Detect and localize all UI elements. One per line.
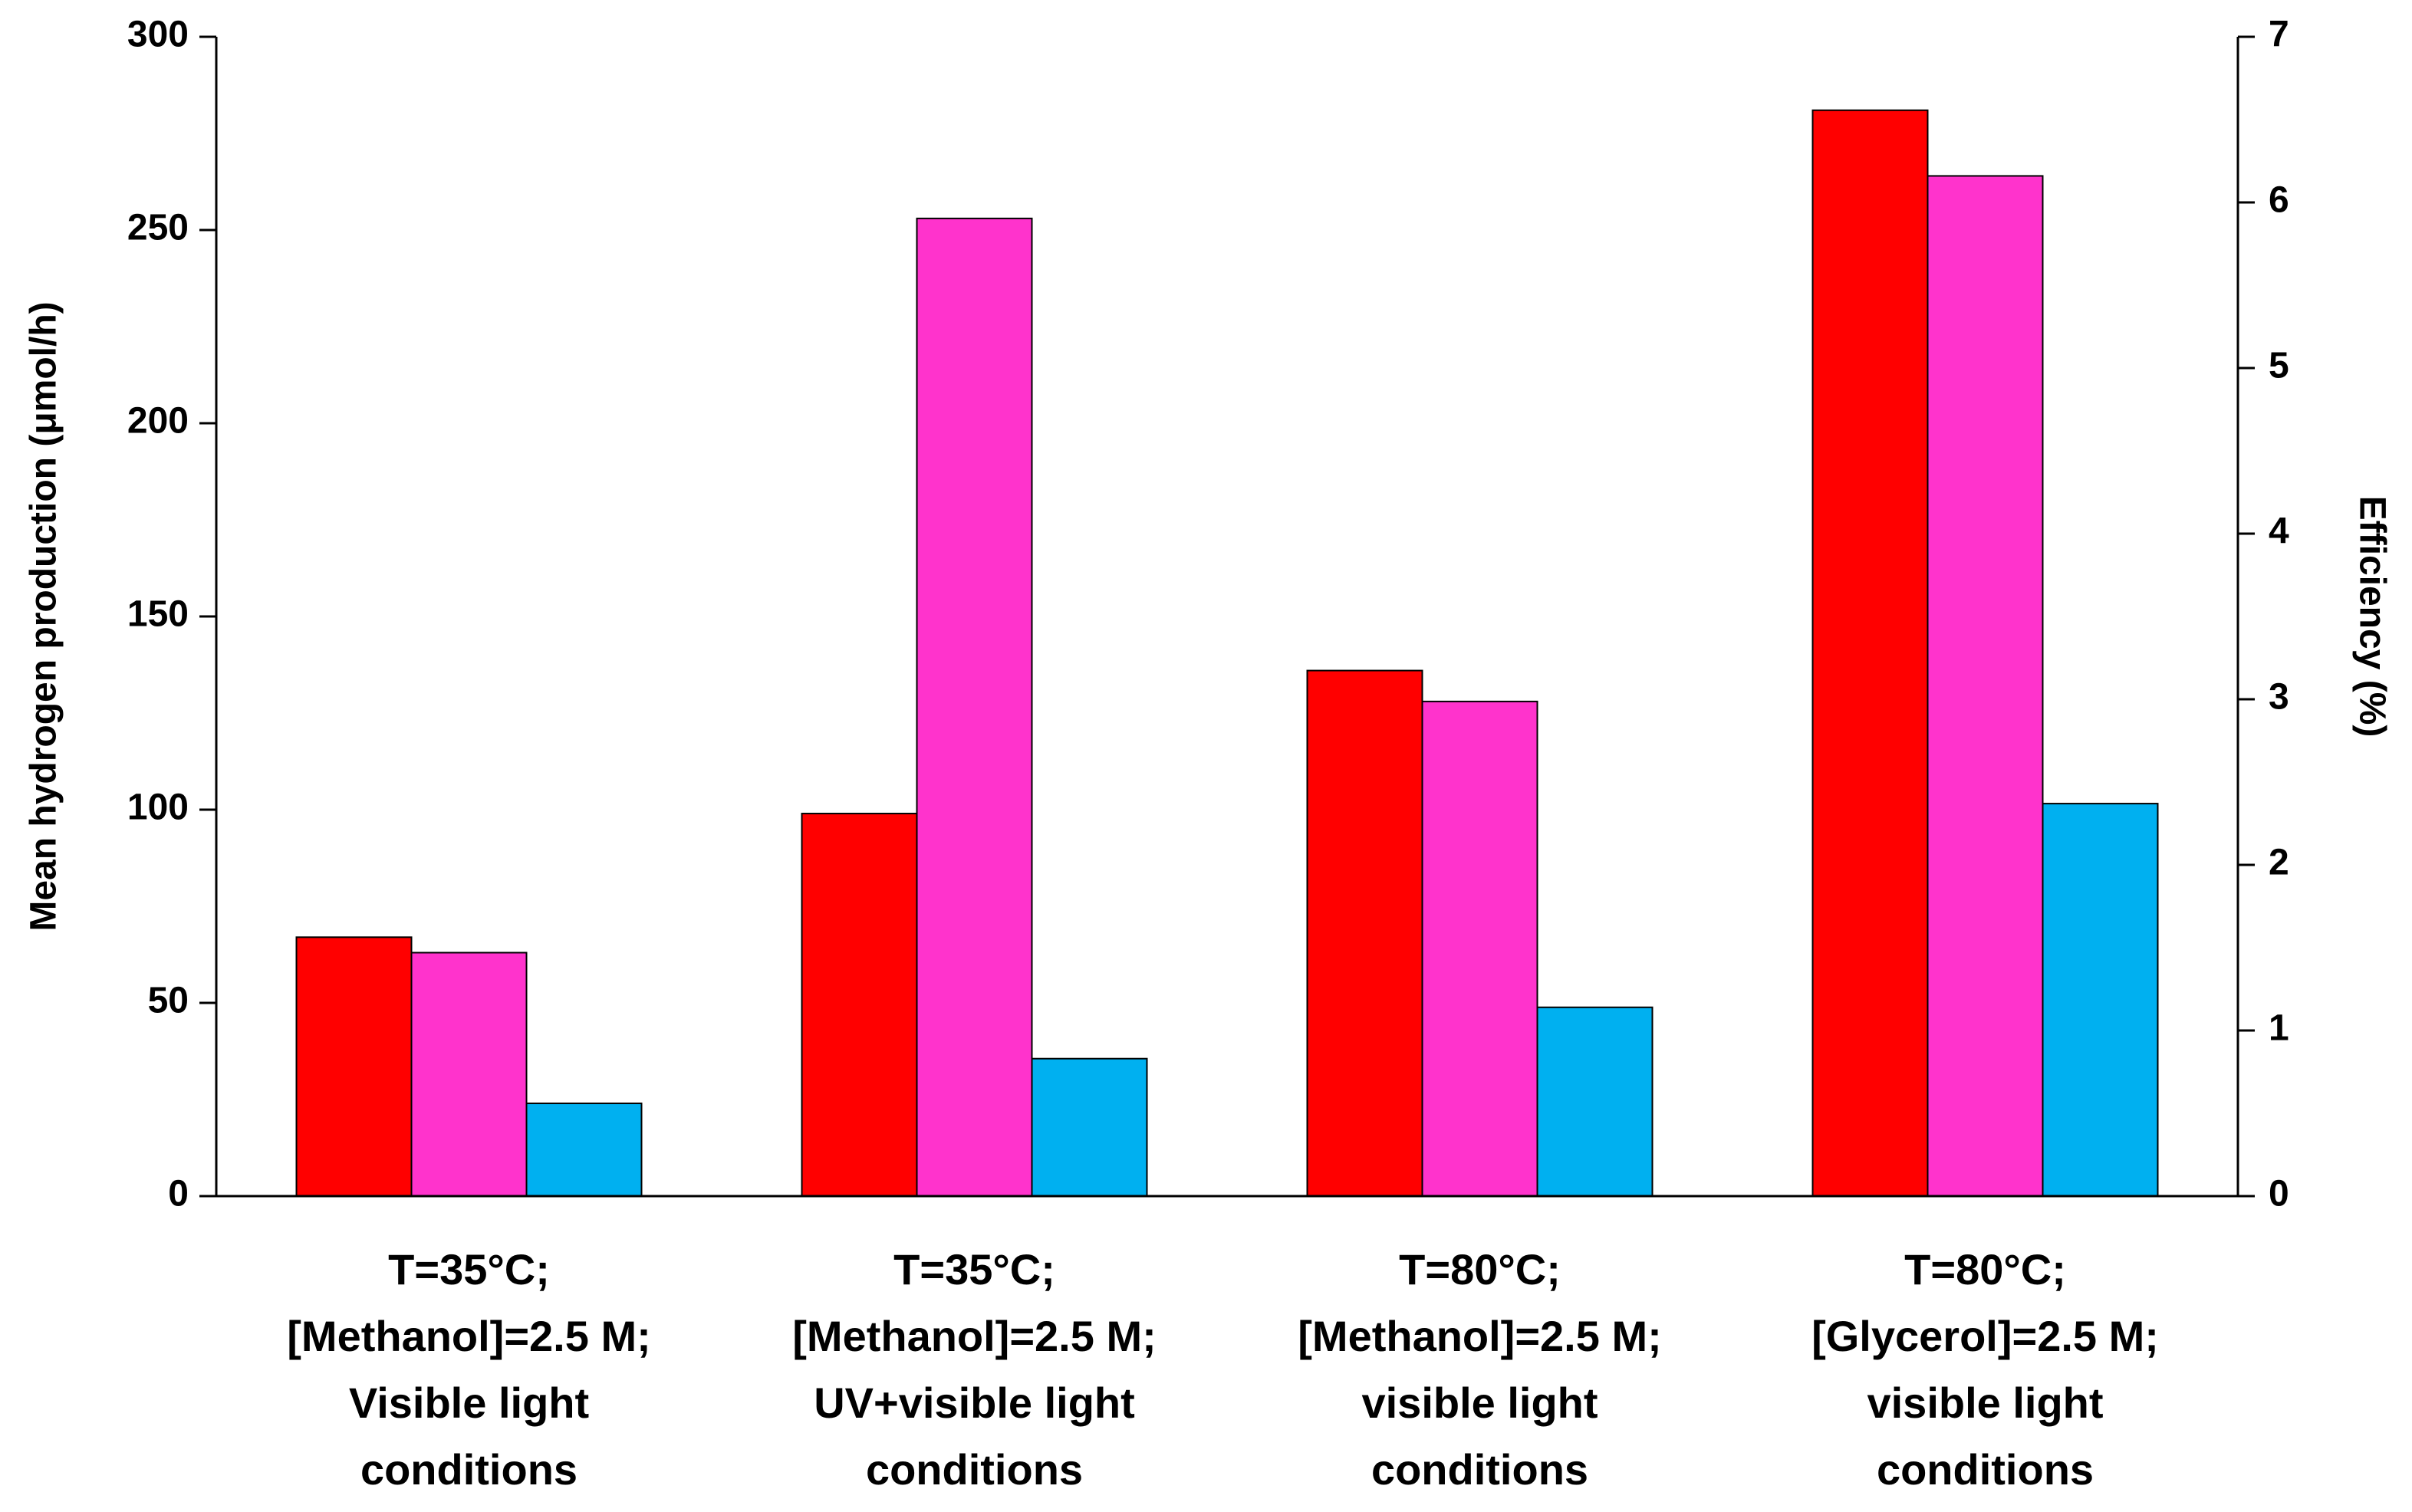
y-tick-label: 250: [127, 208, 189, 248]
bar: [916, 217, 1033, 1197]
y2-tick-label: 4: [2269, 511, 2289, 552]
x-tick-label: [Glycerol]=2.5 M;: [1811, 1312, 2159, 1360]
y2-axis-label: Efficiency (%): [2351, 496, 2392, 738]
x-tick-label: conditions: [1371, 1445, 1588, 1494]
x-tick-label: conditions: [866, 1445, 1083, 1494]
bar: [1421, 700, 1538, 1197]
bar: [1306, 669, 1423, 1197]
bar: [1927, 175, 2044, 1198]
y2-tick-label: 3: [2269, 677, 2289, 718]
x-tick-label: T=80°C;: [1399, 1245, 1561, 1293]
y2-tick-label: 1: [2269, 1008, 2289, 1049]
x-tick-label: T=35°C;: [388, 1245, 550, 1293]
x-tick-label: [Methanol]=2.5 M;: [792, 1312, 1156, 1360]
x-tick-label: visible light: [1361, 1379, 1598, 1427]
x-tick-label: [Methanol]=2.5 M;: [1298, 1312, 1661, 1360]
y-axis-label: Mean hydrogen production (μmol/h): [24, 301, 64, 931]
y2-tick-label: 0: [2269, 1174, 2289, 1215]
x-tick-label: visible light: [1867, 1379, 2103, 1427]
x-tick-label: Visible light: [349, 1379, 589, 1427]
bar: [410, 952, 528, 1197]
x-tick-label: conditions: [1877, 1445, 2094, 1494]
y-tick-label: 300: [127, 15, 189, 55]
bar: [1811, 109, 1929, 1197]
y2-tick-label: 6: [2269, 180, 2289, 221]
bar: [2042, 803, 2159, 1197]
x-tick-label: T=80°C;: [1904, 1245, 2066, 1293]
bar: [1031, 1057, 1148, 1197]
x-tick-label: T=35°C;: [893, 1245, 1055, 1293]
y-tick-label: 50: [148, 981, 189, 1021]
x-tick-label: UV+visible light: [814, 1379, 1135, 1427]
bar: [801, 813, 918, 1198]
bar: [525, 1103, 643, 1198]
y2-tick-label: 5: [2269, 346, 2289, 386]
bar: [295, 936, 413, 1197]
bar: [1536, 1006, 1654, 1198]
x-tick-label: conditions: [360, 1445, 577, 1494]
y-tick-label: 100: [127, 787, 189, 828]
y-tick-label: 0: [168, 1174, 189, 1215]
y-tick-label: 150: [127, 594, 189, 635]
y-tick-label: 200: [127, 401, 189, 442]
y2-tick-label: 2: [2269, 843, 2289, 883]
y2-tick-label: 7: [2269, 15, 2289, 55]
x-tick-label: [Methanol]=2.5 M;: [287, 1312, 650, 1360]
